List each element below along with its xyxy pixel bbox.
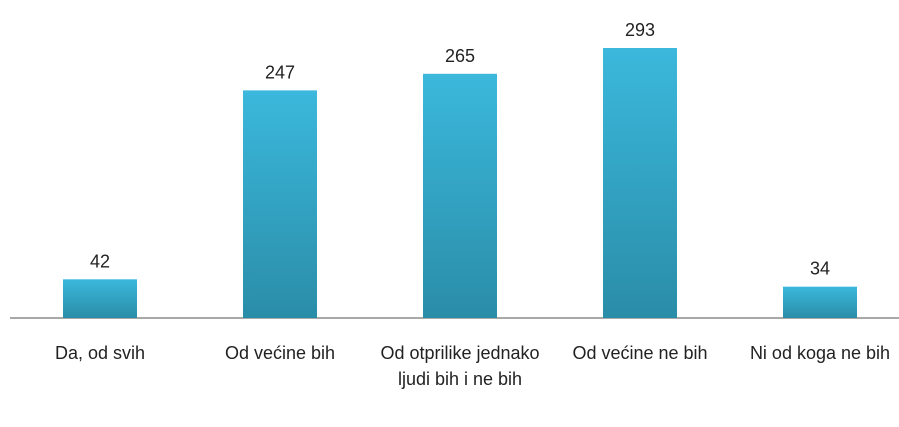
bar	[63, 279, 137, 318]
x-tick-label: Od većine bih	[224, 343, 336, 363]
value-label: 34	[810, 259, 830, 279]
bar	[783, 286, 857, 318]
x-tick-label: Od većine ne bih	[572, 343, 708, 363]
value-label: 265	[445, 46, 475, 66]
bar	[603, 48, 677, 318]
x-tick-label: Ni od koga ne bih	[749, 343, 891, 363]
bar	[423, 73, 497, 318]
value-label: 42	[90, 251, 110, 271]
x-tick-label: Od otprilike jednako ljudi bih i ne bih	[380, 343, 540, 389]
value-label: 293	[625, 20, 655, 40]
x-tick-label: Da, od svih	[54, 343, 146, 363]
bar	[243, 90, 317, 319]
value-label: 247	[265, 62, 295, 82]
